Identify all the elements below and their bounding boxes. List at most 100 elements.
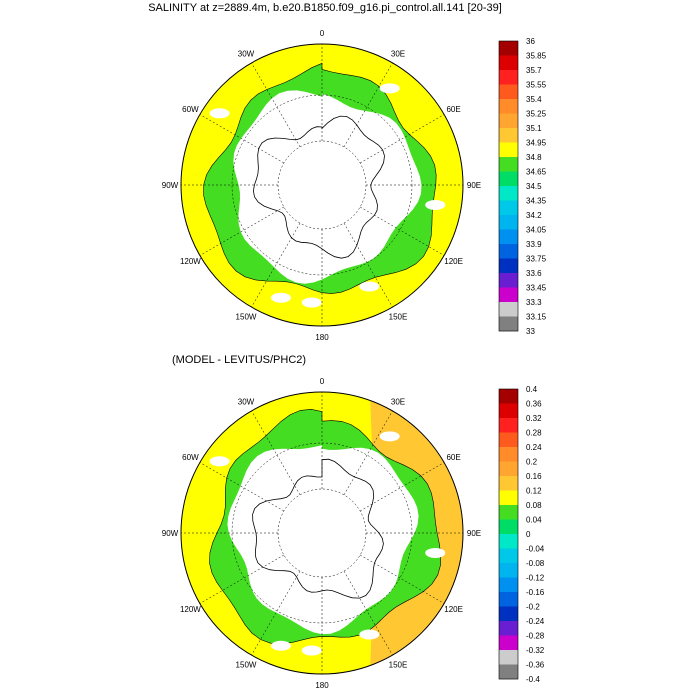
colorbar-tick-label: -0.16 — [526, 588, 545, 597]
colorbar-swatch — [499, 41, 518, 56]
longitude-label: 120E — [444, 605, 463, 614]
missing-data-patch — [270, 292, 291, 303]
missing-data-patch — [209, 456, 230, 467]
longitude-label: 0 — [320, 29, 325, 38]
colorbar-swatch — [499, 215, 518, 230]
colorbar-swatch — [499, 606, 518, 622]
map-border — [180, 391, 464, 675]
colorbar-swatch — [499, 563, 518, 578]
colorbar-swatch — [499, 99, 518, 114]
colorbar-tick-label: 35.25 — [526, 110, 547, 119]
map-field — [181, 44, 463, 326]
meridian-line — [359, 462, 445, 512]
longitude-label: 90E — [467, 529, 481, 538]
colorbar-tick-label: -0.32 — [526, 646, 545, 655]
colorbar-tick-label: 33.9 — [526, 240, 542, 249]
salinity-map-panel: 0 30E 60E 90E 120E 150E 180 150W 120W 90W 60W 30W 36… — [162, 29, 547, 342]
difference-map-panel: 0 30E 60E 90E 120E 150E 180 150W 120W 90W 60W 30W 0.… — [162, 377, 545, 690]
colorbar-swatch — [499, 84, 518, 100]
map-border — [180, 43, 464, 327]
colorbar-swatch — [499, 418, 518, 433]
colorbar-tick-label: 35.4 — [526, 95, 542, 104]
colorbar-swatch — [499, 55, 518, 71]
antarctica-land — [252, 115, 385, 259]
missing-data-patch — [359, 629, 380, 640]
missing-data-patch — [301, 645, 322, 656]
meridian-line — [199, 114, 285, 164]
graticule — [181, 44, 463, 326]
colorbar-tick-label: 0.04 — [526, 516, 542, 525]
colorbar-swatch — [499, 171, 518, 187]
colorbar-tick-label: 33.75 — [526, 255, 547, 264]
meridian-line — [359, 114, 445, 164]
missing-data-patch — [425, 199, 446, 210]
meridian-line — [359, 554, 445, 604]
colorbar-swatch — [499, 650, 518, 665]
colorbar-frame — [498, 388, 519, 680]
meridian-line — [359, 206, 445, 256]
colorbar-swatch — [499, 548, 518, 564]
missing-data-patch — [301, 297, 322, 308]
meridian-line — [199, 462, 285, 512]
longitude-label: 150W — [236, 661, 257, 670]
colorbar-swatch — [499, 403, 518, 419]
colorbar-swatch — [499, 505, 518, 520]
meridian-line — [343, 570, 393, 656]
colorbar-tick-label: 0.32 — [526, 414, 542, 423]
colorbar-swatch — [499, 389, 518, 404]
colorbar-tick-label: 0.12 — [526, 487, 542, 496]
colorbar-swatch — [499, 635, 518, 651]
missing-data-patch — [379, 431, 400, 442]
meridian-line — [199, 206, 285, 256]
colorbar-swatch — [499, 519, 518, 535]
colorbar-swatch — [499, 316, 518, 332]
colorbar-tick-label: 34.65 — [526, 168, 547, 177]
longitude-label: 150W — [236, 313, 257, 322]
longitude-label: 120E — [444, 257, 463, 266]
colorbar-tick-label: 33.15 — [526, 313, 547, 322]
meridian-line — [251, 410, 301, 496]
longitude-label: 120W — [180, 257, 201, 266]
missing-data-patch — [379, 83, 400, 94]
meridian-line — [251, 570, 301, 656]
colorbar-swatch — [499, 664, 518, 680]
longitude-label: 60E — [446, 453, 460, 462]
longitude-label: 30W — [238, 397, 255, 406]
missing-data-patch — [209, 108, 230, 119]
colorbar-tick-label: 34.8 — [526, 153, 542, 162]
colorbar-swatch — [499, 113, 518, 129]
map-title: SALINITY at z=2889.4m, b.e20.B1850.f09_g… — [148, 2, 502, 14]
colorbar-swatch — [499, 157, 518, 172]
colorbar-swatch — [499, 70, 518, 85]
longitude-label: 60W — [182, 105, 199, 114]
longitude-label: 90W — [162, 181, 179, 190]
colorbar-swatch — [499, 432, 518, 448]
colorbar: 0.4 0.36 0.32 0.28 0.24 0.2 0.16 0.12 0.08 0.04 0 -… — [498, 385, 545, 684]
colorbar-swatch — [499, 258, 518, 274]
colorbar-swatch — [499, 592, 518, 607]
longitude-label: 90W — [162, 529, 179, 538]
colorbar-tick-label: 33.3 — [526, 298, 542, 307]
longitude-label: 60E — [446, 105, 460, 114]
map-field — [181, 392, 463, 674]
longitude-label: 30E — [391, 397, 405, 406]
colorbar-swatch — [499, 476, 518, 491]
colorbar-tick-label: 34.05 — [526, 226, 547, 235]
colorbar-tick-label: 33.45 — [526, 284, 547, 293]
longitude-label: 180 — [315, 333, 329, 342]
colorbar-tick-label: -0.04 — [526, 545, 545, 554]
colorbar-tick-label: 35.1 — [526, 124, 542, 133]
longitude-label: 30E — [391, 49, 405, 58]
colorbar-frame — [498, 40, 519, 332]
colorbar-swatch — [499, 229, 518, 245]
longitude-label: 120W — [180, 605, 201, 614]
meridian-line — [343, 222, 393, 308]
colorbar-swatch — [499, 128, 518, 143]
meridian-line — [343, 62, 393, 148]
colorbar-swatch — [499, 200, 518, 216]
longitude-label: 180 — [315, 681, 329, 690]
colorbar-tick-label: -0.08 — [526, 559, 545, 568]
colorbar: 36 35.85 35.7 35.55 35.4 35.25 35.1 34.95 34.8 34… — [498, 37, 547, 336]
meridian-line — [199, 554, 285, 604]
colorbar-tick-label: 0.24 — [526, 443, 542, 452]
